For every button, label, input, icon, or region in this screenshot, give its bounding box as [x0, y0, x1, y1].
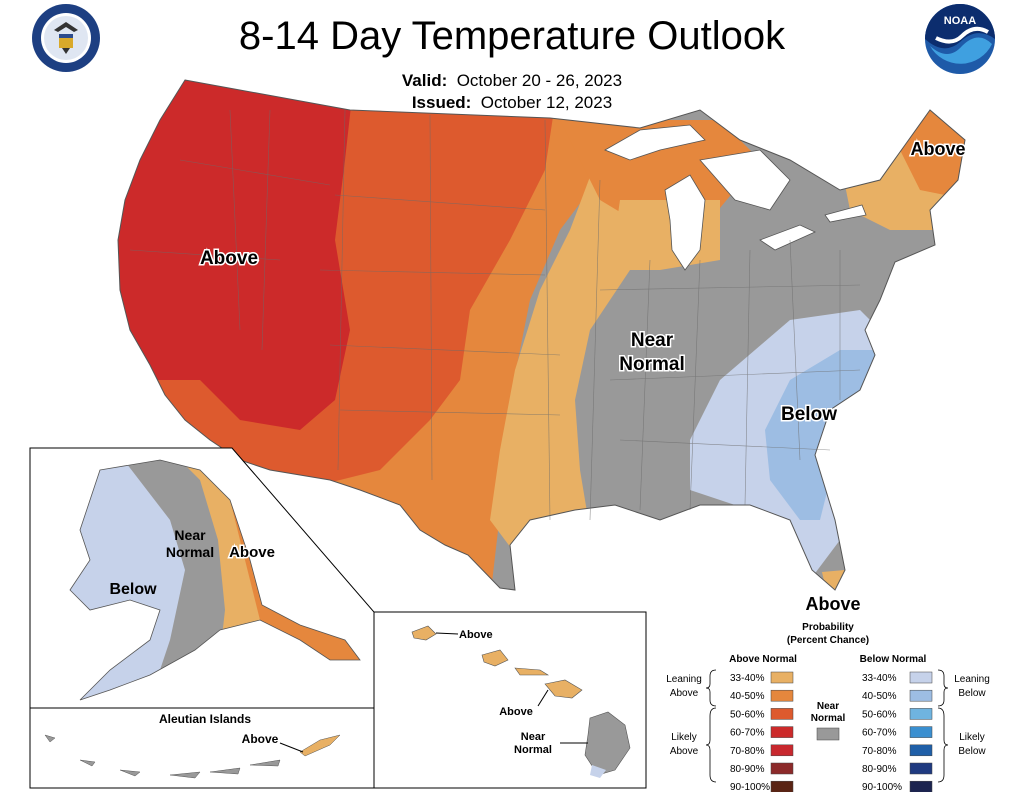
label-alaska-above: Above: [229, 544, 275, 561]
legend-leaning-below-1: Leaning: [954, 674, 990, 685]
legend-below-label: 70-80%: [862, 746, 897, 757]
legend-above-label: 70-80%: [730, 746, 765, 757]
label-bigisland-normal: Normal: [514, 744, 552, 756]
legend-title-2: (Percent Chance): [787, 635, 869, 646]
legend-near-line1: Near: [817, 701, 839, 712]
legend-leaning-above-2: Above: [670, 688, 699, 699]
legend-below-swatch: [909, 708, 933, 720]
legend-leaning-above-1: Leaning: [666, 674, 702, 685]
valid-period: Valid: October 20 - 26, 2023: [0, 70, 1024, 92]
issued-date: October 12, 2023: [480, 93, 613, 112]
legend-below-label: 33-40%: [862, 673, 897, 684]
legend-above-swatch: [770, 708, 794, 720]
noaa-logo-icon: NOAA: [925, 4, 995, 74]
department-of-commerce-seal-icon: [32, 4, 100, 72]
legend-below-label: 50-60%: [862, 709, 897, 720]
legend-above-bins: 33-40% 40-50% 50-60% 60-70% 70-80% 80-90% 90-1…: [730, 671, 794, 792]
label-central-near: Near: [631, 330, 674, 351]
legend-above-swatch: [770, 762, 794, 775]
legend-leaning-below-2: Below: [958, 688, 986, 699]
legend-below-label: 40-50%: [862, 691, 897, 702]
label-southeast-below: Below: [781, 404, 837, 425]
legend-likely-below-1: Likely: [959, 732, 985, 743]
label-bigisland-near: Near: [521, 731, 546, 743]
legend-above-label: 80-90%: [730, 764, 765, 775]
label-aleutian-above: Above: [242, 732, 279, 746]
legend-below-bins: 33-40% 40-50% 50-60% 60-70% 70-80% 80-90% 90-1…: [862, 671, 933, 792]
legend-above-swatch: [770, 726, 794, 738]
legend-above-swatch: [770, 780, 794, 792]
valid-label: Valid:: [401, 71, 448, 90]
aleutian-title: Aleutian Islands: [159, 712, 251, 726]
legend-above-header: Above Normal: [729, 654, 797, 665]
label-kauai-above: Above: [459, 629, 493, 641]
legend-below-label: 80-90%: [862, 764, 897, 775]
legend-near-line2: Normal: [811, 713, 846, 724]
legend-below-swatch: [909, 744, 933, 757]
legend-below-label: 90-100%: [862, 782, 902, 792]
label-alaska-below: Below: [109, 581, 157, 598]
legend-near-swatch: [816, 727, 840, 741]
legend-above-label: 50-60%: [730, 709, 765, 720]
legend-above-label: 60-70%: [730, 728, 765, 739]
legend-below-swatch: [909, 726, 933, 738]
legend-below-label: 60-70%: [862, 728, 897, 739]
label-alaska-normal: Normal: [166, 544, 214, 560]
state-boundaries: [129, 109, 861, 521]
alaska-inset: Near Normal Above Below Aleutian Islands…: [29, 447, 375, 789]
issued-label: Issued:: [411, 93, 472, 112]
issued-date-line: Issued: October 12, 2023: [0, 92, 1024, 114]
label-central-normal: Normal: [619, 354, 684, 375]
legend-below-header: Below Normal: [860, 654, 927, 665]
legend-below-swatch: [909, 780, 933, 792]
legend-above-label: 33-40%: [730, 673, 765, 684]
legend-below-swatch: [909, 689, 933, 702]
legend-likely-below-2: Below: [958, 746, 986, 757]
label-west-above: Above: [200, 248, 258, 269]
legend-below-swatch: [909, 762, 933, 775]
label-northeast-above: Above: [910, 139, 965, 159]
legend-above-swatch: [770, 689, 794, 702]
legend-above-swatch: [770, 671, 794, 684]
noaa-logo-text: NOAA: [944, 15, 976, 27]
legend-likely-above-2: Above: [670, 746, 699, 757]
legend-above-label: 90-100%: [730, 782, 770, 792]
legend-above-label: 40-50%: [730, 691, 765, 702]
legend-below-swatch: [909, 671, 933, 684]
legend-likely-above-1: Likely: [671, 732, 697, 743]
great-lakes: [604, 124, 867, 271]
legend-above-swatch: [770, 744, 794, 757]
label-alaska-near: Near: [174, 527, 206, 543]
hawaii-inset: Above Above Near Normal: [373, 611, 647, 789]
label-florida-above: Above: [805, 594, 860, 614]
valid-dates: October 20 - 26, 2023: [456, 71, 623, 90]
page-title: 8-14 Day Temperature Outlook: [238, 14, 786, 58]
legend-title-1: Probability: [802, 622, 854, 633]
legend: Probability (Percent Chance) Above Norma…: [666, 622, 990, 792]
label-maui-above: Above: [499, 706, 533, 718]
